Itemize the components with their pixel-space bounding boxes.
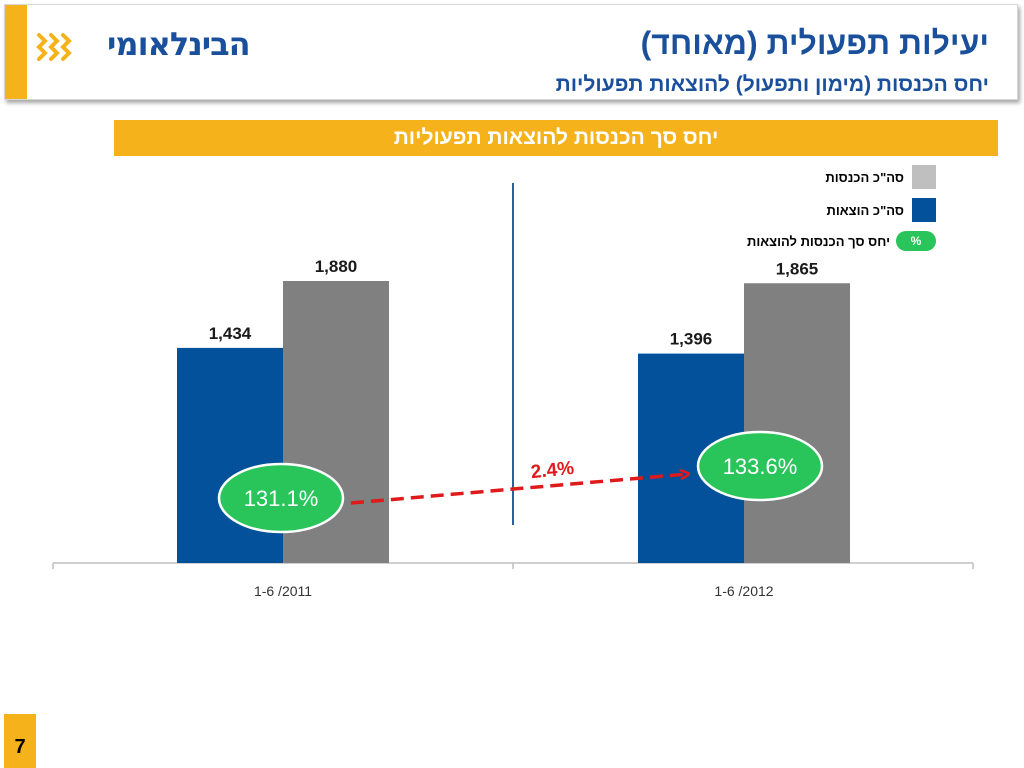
page-subtitle: יחס הכנסות (מימון ותפעול) להוצאות תפעולי… (555, 73, 989, 96)
data-label: 1,396 (670, 330, 713, 349)
change-label: 2.4% (530, 458, 575, 483)
ratio-badge (217, 462, 345, 534)
logo-mark-icon (36, 33, 72, 61)
legend-label-ratio: יחס סך הכנסות להוצאות (747, 233, 890, 249)
logo-text: הבינלאומי (107, 25, 251, 63)
page-title: יעילות תפעולית (מאוחד) (640, 25, 989, 61)
ratio-label: 131.1% (244, 486, 319, 511)
legend-ratio-badge: % (896, 231, 936, 251)
legend-swatch-income (912, 165, 936, 189)
legend-swatch-expenses (912, 198, 936, 222)
data-label: 1,434 (209, 324, 252, 343)
legend-item-expenses: סה"כ הוצאות (827, 198, 936, 222)
legend-item-income: סה"כ הכנסות (825, 165, 936, 189)
page-number-box: 7 (4, 714, 36, 768)
legend-label-income: סה"כ הכנסות (825, 169, 904, 185)
legend-item-ratio: % יחס סך הכנסות להוצאות (747, 229, 936, 253)
data-label: 1,865 (776, 259, 819, 278)
ratio-label: 133.6% (723, 454, 798, 479)
slide-header: הבינלאומי יעילות תפעולית (מאוחד) יחס הכנ… (4, 4, 1018, 100)
legend-label-expenses: סה"כ הוצאות (826, 202, 904, 218)
ratio-badge (696, 430, 824, 502)
x-tick-label: 1-6 /2012 (714, 583, 773, 599)
bar-income (744, 283, 850, 563)
chart-banner-title: יחס סך הכנסות להוצאות תפעוליות (114, 120, 998, 156)
bank-logo: הבינלאומי (35, 23, 285, 69)
page-number: 7 (14, 736, 26, 758)
data-label: 1,880 (315, 257, 358, 276)
header-accent-bar (5, 5, 27, 99)
x-tick-label: 1-6 /2011 (254, 583, 312, 599)
change-arrow (350, 474, 688, 505)
